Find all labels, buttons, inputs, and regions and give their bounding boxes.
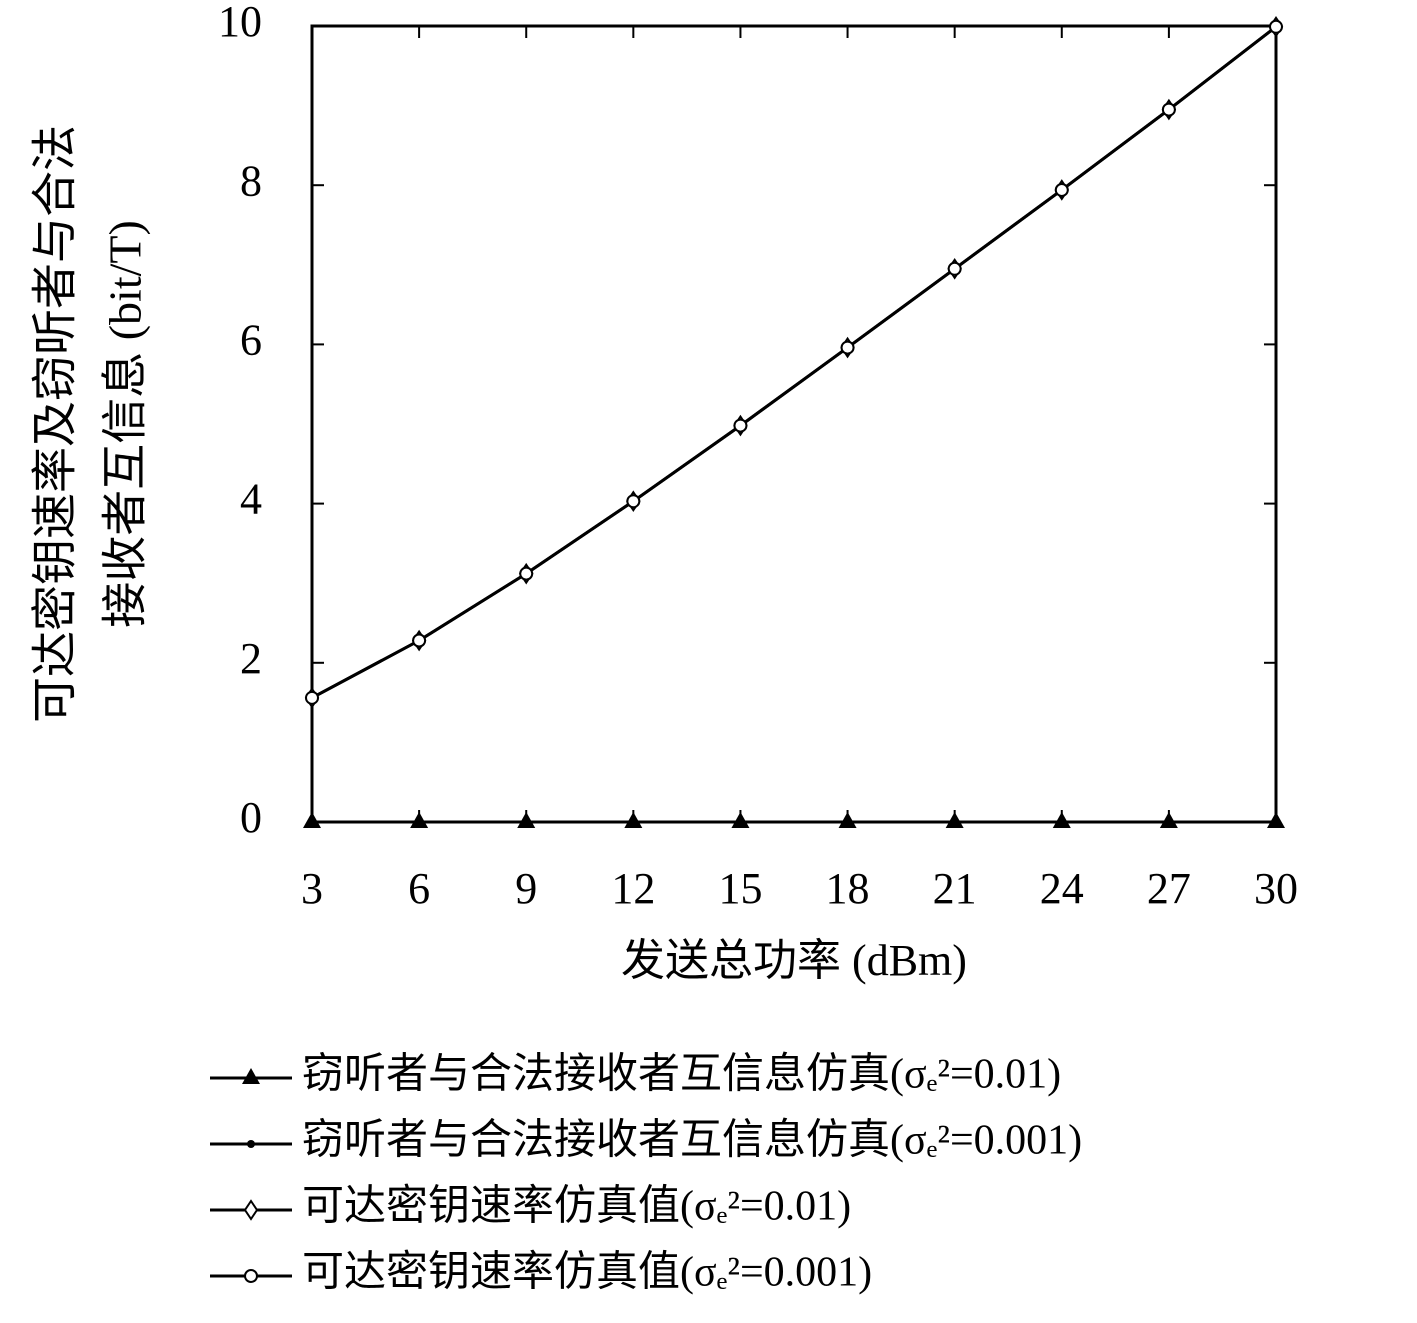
series-line <box>311 25 1277 700</box>
y-tick-label: 2 <box>240 634 262 683</box>
data-point <box>736 818 745 826</box>
x-tick-label: 24 <box>1040 864 1084 913</box>
data-point <box>950 818 959 826</box>
data-point <box>522 818 531 826</box>
x-tick-label: 6 <box>408 864 430 913</box>
legend-marker <box>243 1199 259 1221</box>
data-point <box>840 340 855 355</box>
x-tick-label: 21 <box>933 864 977 913</box>
plot-frame <box>310 24 1278 824</box>
legend-marker <box>247 1140 255 1148</box>
data-point <box>843 818 852 826</box>
data-point <box>1269 19 1283 34</box>
y-tick-label: 8 <box>240 156 262 205</box>
data-point <box>1164 818 1173 826</box>
data-point <box>1272 818 1280 826</box>
y-tick-label: 6 <box>240 315 262 364</box>
x-tick-label: 30 <box>1254 864 1298 913</box>
legend-marker <box>242 1068 260 1084</box>
series-line <box>311 25 1277 700</box>
data-point <box>1057 818 1066 826</box>
data-point <box>629 818 638 826</box>
legend-marker <box>244 1269 258 1283</box>
x-tick-label: 18 <box>826 864 870 913</box>
x-tick-label: 12 <box>611 864 655 913</box>
data-point <box>947 261 962 276</box>
y-tick-label: 4 <box>240 475 262 524</box>
legend-label: 窃听者与合法接收者互信息仿真(σₑ²=0.001) <box>302 1117 1082 1164</box>
data-point <box>1054 182 1069 197</box>
legend-label: 窃听者与合法接收者互信息仿真(σₑ²=0.01) <box>302 1051 1061 1098</box>
x-tick-label: 27 <box>1147 864 1191 913</box>
data-point <box>626 494 641 509</box>
x-tick-label: 3 <box>301 864 323 913</box>
data-point <box>308 818 316 826</box>
data-point <box>519 566 534 581</box>
legend-label: 可达密钥速率仿真值(σₑ²=0.001) <box>302 1249 872 1296</box>
x-tick-label: 9 <box>515 864 537 913</box>
x-tick-label: 15 <box>718 864 762 913</box>
legend-label: 可达密钥速率仿真值(σₑ²=0.01) <box>302 1183 851 1230</box>
data-point <box>415 818 424 826</box>
data-point <box>305 690 319 705</box>
y-axis-title: 接收者互信息 (bit/T) <box>100 220 151 628</box>
data-point <box>412 633 427 648</box>
data-point <box>1161 102 1176 117</box>
y-tick-label: 0 <box>240 793 262 842</box>
y-axis-title: 可达密钥速率及窃听者与合法 <box>30 125 81 723</box>
data-point <box>733 418 748 433</box>
y-tick-label: 10 <box>218 0 262 46</box>
x-axis-title: 发送总功率 (dBm) <box>621 936 967 985</box>
